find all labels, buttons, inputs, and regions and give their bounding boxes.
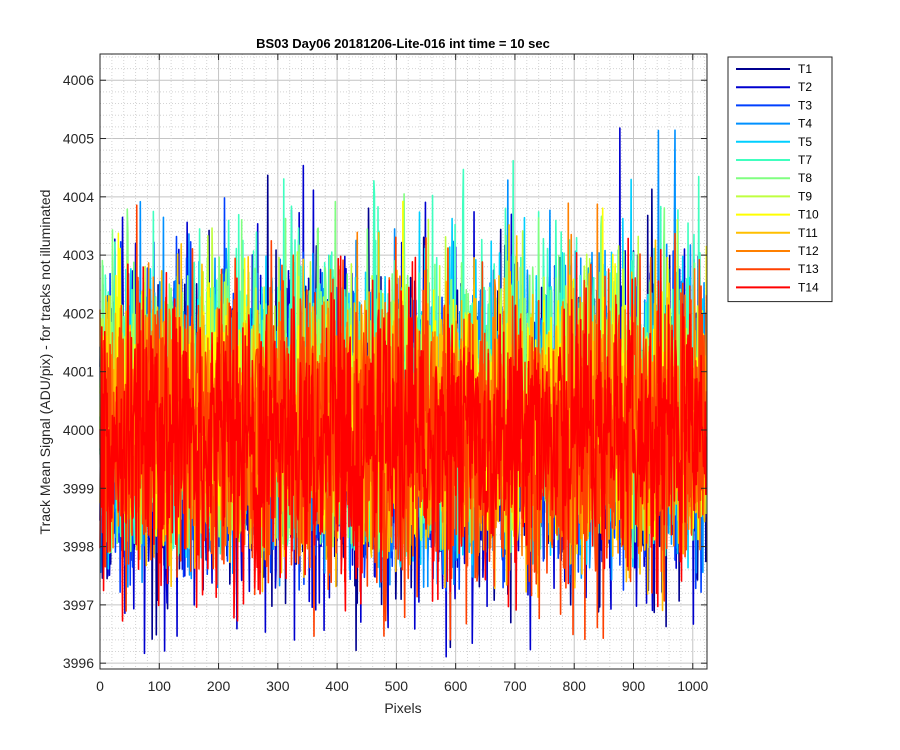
plot-frame [99, 53, 708, 670]
x-tick-label: 1000 [677, 678, 708, 694]
legend-label-t7: T7 [798, 153, 812, 167]
legend: T1 T2 T3 T4 T5 T7 T8 T9 T10 T11 T12 T13 T14 [727, 56, 833, 303]
legend-label-t12: T12 [798, 244, 819, 258]
legend-label-t4: T4 [798, 117, 812, 131]
x-tick-label: 600 [444, 678, 468, 694]
legend-label-t5: T5 [798, 135, 812, 149]
y-tick-label: 3998 [63, 539, 94, 555]
x-tick-label: 800 [563, 678, 587, 694]
y-tick-label: 4004 [63, 189, 94, 205]
y-axis-label: Track Mean Signal (ADU/pix) - for tracks… [37, 190, 53, 535]
legend-label-t11: T11 [798, 226, 818, 240]
x-tick-label: 400 [325, 678, 349, 694]
legend-label-t9: T9 [798, 189, 812, 203]
y-tick-label: 4000 [63, 422, 94, 438]
legend-label-t14: T14 [798, 280, 819, 294]
y-tick-label: 4001 [63, 364, 94, 380]
x-axis-label: Pixels [384, 700, 421, 716]
y-tick-label: 4003 [63, 247, 94, 263]
y-tick-label: 3996 [63, 655, 94, 671]
series-line-t14 [99, 237, 708, 622]
legend-label-t8: T8 [798, 171, 812, 185]
x-tick-label: 200 [207, 678, 231, 694]
chart-title: BS03 Day06 20181206-Lite-016 int time = … [256, 36, 550, 51]
x-tick-label: 0 [96, 678, 104, 694]
axis-ticks: 0 100 200 300 400 500 600 700 800 900 1000 3996 3997… [63, 54, 709, 694]
y-tick-label: 4006 [63, 72, 94, 88]
legend-label-t13: T13 [798, 262, 819, 276]
legend-box [727, 56, 833, 303]
x-tick-label: 300 [266, 678, 290, 694]
y-tick-label: 4005 [63, 131, 94, 147]
legend-label-t1: T1 [798, 62, 812, 76]
x-tick-label: 900 [622, 678, 646, 694]
y-tick-label: 3997 [63, 597, 94, 613]
series-lines [99, 127, 708, 658]
legend-label-t10: T10 [798, 208, 819, 222]
legend-label-t2: T2 [798, 80, 812, 94]
y-tick-label: 3999 [63, 480, 94, 496]
x-tick-label: 700 [503, 678, 527, 694]
x-tick-label: 100 [148, 678, 172, 694]
x-tick-label: 500 [385, 678, 409, 694]
legend-label-t3: T3 [798, 98, 812, 112]
y-tick-label: 4002 [63, 305, 94, 321]
